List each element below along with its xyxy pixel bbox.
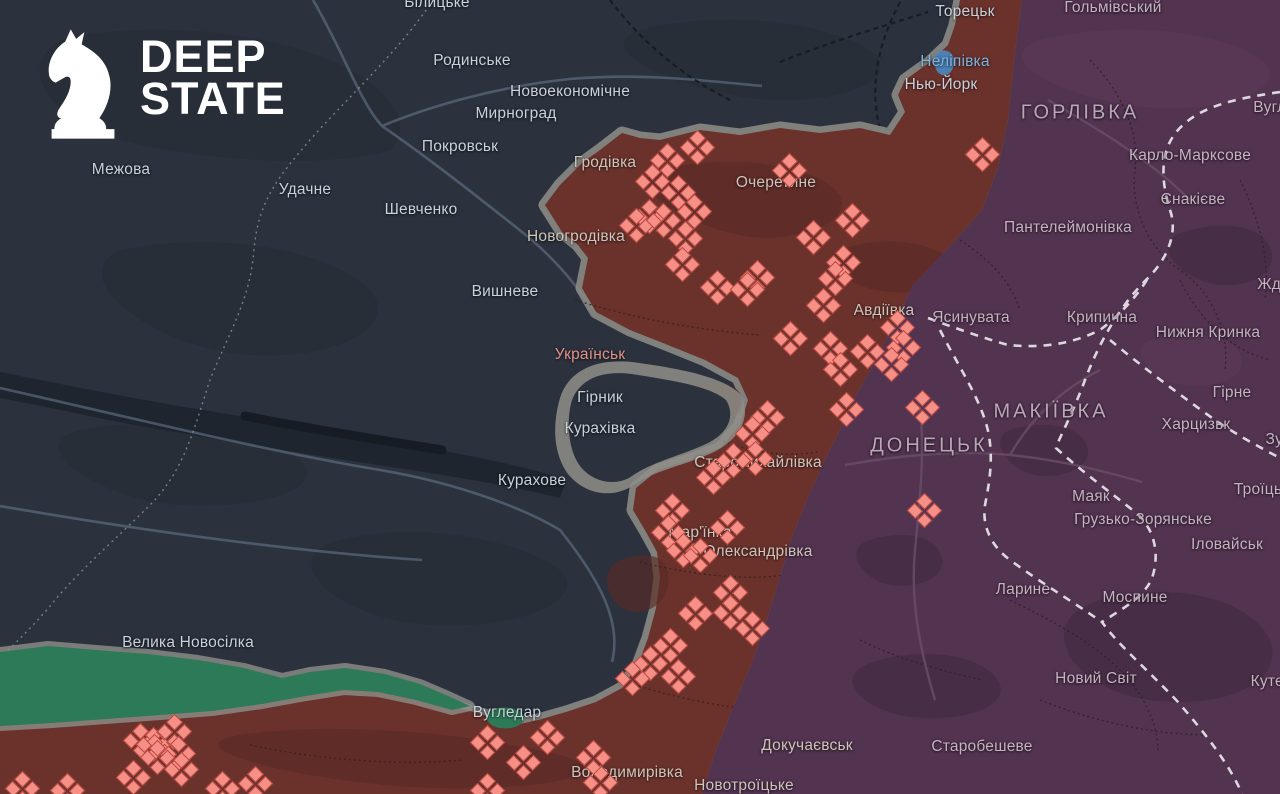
map-label: Вуглегірськ [1253, 99, 1280, 116]
map-label: Кутейникове [1250, 673, 1280, 690]
map-label: Гольмівський [1064, 0, 1162, 16]
map-label: Зугрес [1265, 431, 1280, 448]
map-label: Новоекономічне [509, 83, 631, 100]
map-label: Курахове [497, 472, 567, 489]
map-label: Удачне [278, 181, 332, 198]
map-label: Іловайськ [1191, 536, 1263, 553]
map-label: Шевченко [384, 201, 458, 218]
map-label: Пантелеймонівка [1004, 219, 1132, 236]
map-label: Торецьк [935, 3, 995, 20]
map-label: Троїцько-Харцизьк [1233, 481, 1280, 498]
map-label: Крипична [1066, 309, 1138, 326]
logo-line1: DEEP [140, 31, 267, 82]
map-label: Маяк [1072, 488, 1110, 505]
map-label: Велика Новосілка [122, 634, 254, 651]
map-label: Вугледар [472, 704, 542, 721]
map-label: Гродівка [573, 154, 637, 171]
map-label: Грузько-Зорянське [1074, 511, 1212, 528]
map-label: Жданівка [1257, 276, 1280, 293]
map-label: Харцизьк [1161, 416, 1231, 433]
map-label: Карло-Марксове [1128, 147, 1252, 164]
deepstate-logo[interactable]: DEEP STATE [42, 28, 286, 140]
map-label: Курахівка [564, 420, 636, 437]
map-label: ГОРЛІВКА [1020, 101, 1140, 124]
map-label: Очеретине [735, 174, 817, 191]
map-label: Старобешеве [931, 738, 1033, 755]
map-label: Нью-Йорк [904, 76, 978, 93]
map-label: Вишневе [471, 283, 539, 300]
map-label: МАКІЇВКА [993, 400, 1109, 423]
map-label: Докучаєвськ [761, 737, 853, 754]
map-label: Покровськ [421, 138, 499, 155]
logo-line2: STATE [140, 73, 286, 125]
map-label: Моспине [1102, 589, 1168, 606]
map-label: Новогродівка [527, 228, 625, 245]
map-label: Українськ [554, 346, 626, 363]
map-label: ДОНЕЦЬК [870, 434, 988, 457]
map-label: Гірник [577, 389, 623, 406]
map-label: Новотроїцьке [694, 777, 794, 794]
map-label: Нижня Кринка [1155, 324, 1261, 341]
map-label: Межова [91, 161, 151, 178]
logo-wordmark: DEEP STATE [140, 31, 286, 125]
map-label: Гірне [1212, 384, 1252, 401]
map-label: Ларине [995, 581, 1051, 598]
map-label: Єнакієве [1160, 191, 1226, 208]
chess-knight-icon [48, 29, 115, 139]
map-label: Олександрівка [703, 543, 813, 560]
map-label: Мирноград [475, 105, 557, 122]
map-label: Неліпівка [920, 53, 990, 70]
map-label: Білицьке [404, 0, 470, 11]
map-label: Новий Світ [1055, 670, 1137, 687]
map-label: Родинське [433, 52, 511, 69]
map-label: Ясинувата [932, 309, 1010, 326]
